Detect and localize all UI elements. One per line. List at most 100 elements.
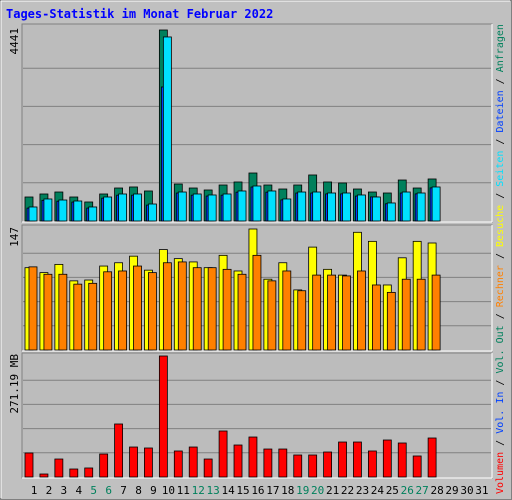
- bar: [73, 200, 83, 222]
- x-tick-label: 17: [266, 484, 279, 497]
- bar: [144, 447, 153, 478]
- bar: [28, 206, 38, 222]
- bar: [162, 262, 172, 351]
- x-tick-label: 4: [75, 484, 82, 497]
- bar: [267, 280, 277, 351]
- bar: [84, 467, 94, 478]
- bar: [148, 203, 157, 222]
- bar: [386, 202, 396, 222]
- separator: /: [495, 139, 506, 145]
- bar: [416, 192, 426, 222]
- bar: [24, 452, 34, 478]
- bar: [327, 274, 337, 351]
- bar: [133, 193, 142, 222]
- x-tick-label: 26: [401, 484, 414, 497]
- x-tick-label: 22: [341, 484, 354, 497]
- bar: [401, 191, 411, 222]
- bar: [431, 274, 441, 351]
- bar: [401, 278, 411, 351]
- bar: [173, 450, 183, 478]
- bar: [103, 196, 113, 222]
- legend-entry: Vol. In: [495, 392, 506, 434]
- bar: [297, 290, 307, 351]
- x-tick-label: 1: [31, 484, 38, 497]
- bar: [28, 266, 38, 351]
- x-tick-label: 9: [150, 484, 157, 497]
- bar: [308, 454, 318, 478]
- bar: [371, 196, 381, 222]
- bar: [386, 291, 396, 351]
- separator: /: [495, 440, 506, 446]
- bar: [73, 283, 83, 351]
- bar: [207, 194, 217, 222]
- bar: [371, 284, 381, 351]
- bar: [252, 254, 262, 351]
- bar: [118, 270, 127, 351]
- x-tick-label: 3: [61, 484, 68, 497]
- bar: [39, 473, 49, 478]
- bar: [158, 355, 168, 478]
- bar: [58, 199, 68, 222]
- x-tick-label: 29: [445, 484, 458, 497]
- legend-entry: Besuche: [495, 205, 506, 247]
- legend-entry: Anfragen: [495, 24, 506, 72]
- bar: [69, 468, 79, 478]
- x-tick-label: 20: [311, 484, 324, 497]
- bar: [412, 455, 422, 478]
- bar: [382, 439, 392, 478]
- bar: [323, 451, 333, 478]
- bar: [293, 454, 303, 478]
- bar: [282, 270, 292, 351]
- legend-entry: Dateien: [495, 90, 506, 132]
- bar: [88, 282, 98, 351]
- bar: [237, 190, 247, 222]
- bar: [58, 273, 68, 351]
- bar: [278, 448, 288, 478]
- x-tick-label: 28: [430, 484, 443, 497]
- separator: /: [495, 78, 506, 84]
- bar: [222, 193, 232, 222]
- bar: [192, 267, 202, 351]
- bar: [353, 441, 362, 478]
- bar: [263, 448, 273, 478]
- y-tick-label: 147: [8, 227, 21, 247]
- bar: [99, 453, 109, 478]
- bar: [427, 437, 437, 478]
- legend-entry: Vol. Out: [495, 325, 506, 373]
- chart-title: Tages-Statistik im Monat Februar 2022: [6, 7, 273, 21]
- bar: [103, 271, 113, 351]
- x-tick-label: 23: [356, 484, 369, 497]
- x-tick-label: 10: [162, 484, 175, 497]
- bar: [192, 193, 202, 222]
- x-tick-label: 18: [281, 484, 294, 497]
- y-tick-label: 271.19 MB: [8, 354, 21, 414]
- bar: [342, 275, 351, 351]
- x-tick-label: 5: [90, 484, 97, 497]
- bar: [282, 198, 292, 222]
- bar: [207, 267, 217, 351]
- x-tick-label: 16: [251, 484, 264, 497]
- bar: [148, 272, 157, 351]
- x-tick-label: 14: [221, 484, 235, 497]
- separator: /: [495, 380, 506, 386]
- bar: [416, 278, 426, 351]
- x-tick-label: 7: [120, 484, 127, 497]
- bar: [133, 265, 142, 351]
- bar: [188, 446, 198, 478]
- bar: [367, 450, 377, 478]
- separator: /: [495, 253, 506, 259]
- x-tick-label: 8: [135, 484, 142, 497]
- legend-entry: Volumen: [495, 452, 506, 494]
- bar: [327, 192, 337, 222]
- x-tick-label: 19: [296, 484, 309, 497]
- legend: Volumen / Vol. In / Vol. Out / Rechner /…: [495, 24, 506, 494]
- legend-entry: Rechner: [495, 265, 506, 307]
- bar: [118, 193, 127, 222]
- x-tick-label: 31: [475, 484, 488, 497]
- legend-entry: Seiten: [495, 151, 506, 187]
- bar: [397, 442, 407, 478]
- x-tick-label: 11: [177, 484, 190, 497]
- y-tick-label: 4441: [8, 28, 21, 55]
- separator: /: [495, 193, 506, 199]
- bar: [248, 436, 258, 478]
